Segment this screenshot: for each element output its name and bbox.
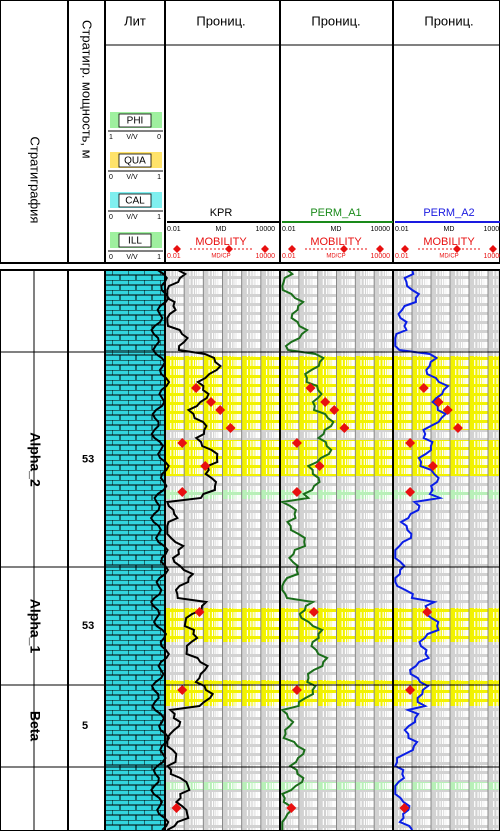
track-title: Прониц. xyxy=(196,13,245,28)
scale-min: 0.01 xyxy=(282,226,296,233)
legend-max: 0 xyxy=(157,134,161,141)
legend-max: 1 xyxy=(157,254,161,261)
legend-max: 1 xyxy=(157,214,161,221)
lith-header: Лит xyxy=(124,13,146,28)
mobility-name: MOBILITY xyxy=(423,236,475,248)
mobility-max: 10000 xyxy=(484,253,500,260)
mobility-min: 0.01 xyxy=(167,253,181,260)
legend-name: ILL xyxy=(128,236,142,247)
track-title: Прониц. xyxy=(311,13,360,28)
mobility-unit: MD/CP xyxy=(211,254,230,260)
mobility-unit: MD/CP xyxy=(326,254,345,260)
mobility-name: MOBILITY xyxy=(195,236,247,248)
well-log: Alpha_2 53 Alpha_1 53 Beta 5 Стратиграфия Страт… xyxy=(0,0,500,831)
zone-thickness: 53 xyxy=(82,453,94,465)
legend-name: CAL xyxy=(125,196,145,207)
scale-max: 10000 xyxy=(256,226,276,233)
legend-unit: V/V xyxy=(126,134,138,141)
mobility-min: 0.01 xyxy=(395,253,409,260)
curve-name: KPR xyxy=(210,207,233,219)
legend-min: 0 xyxy=(109,254,113,261)
legend-name: QUA xyxy=(124,156,146,167)
zone-name: Alpha_2 xyxy=(27,432,43,487)
track-title: Прониц. xyxy=(424,13,473,28)
curve-name: PERM_A2 xyxy=(423,207,474,219)
thickness-header: Стратигр. мощность, м xyxy=(80,20,95,159)
zone-name: Beta xyxy=(27,711,43,742)
scale-min: 0.01 xyxy=(395,226,409,233)
strat-header: Стратиграфия xyxy=(28,137,43,224)
scale-min: 0.01 xyxy=(167,226,181,233)
scale-unit: MD xyxy=(331,226,342,233)
scale-max: 10000 xyxy=(371,226,391,233)
zone-thickness: 5 xyxy=(82,720,88,732)
mobility-max: 10000 xyxy=(371,253,391,260)
legend-name: PHI xyxy=(127,116,144,127)
scale-unit: MD xyxy=(216,226,227,233)
legend-max: 1 xyxy=(157,174,161,181)
mobility-max: 10000 xyxy=(256,253,276,260)
mobility-unit: MD/CP xyxy=(439,254,458,260)
mobility-name: MOBILITY xyxy=(310,236,362,248)
mobility-min: 0.01 xyxy=(282,253,296,260)
curve-name: PERM_A1 xyxy=(310,207,361,219)
scale-unit: MD xyxy=(444,226,455,233)
legend-unit: V/V xyxy=(126,254,138,261)
zone-name: Alpha_1 xyxy=(27,599,43,654)
scale-max: 10000 xyxy=(484,226,500,233)
zone-thickness: 53 xyxy=(82,620,94,632)
legend-min: 1 xyxy=(109,134,113,141)
legend-unit: V/V xyxy=(126,214,138,221)
legend-min: 0 xyxy=(109,214,113,221)
header-bg xyxy=(0,0,500,263)
legend-unit: V/V xyxy=(126,174,138,181)
legend-min: 0 xyxy=(109,174,113,181)
